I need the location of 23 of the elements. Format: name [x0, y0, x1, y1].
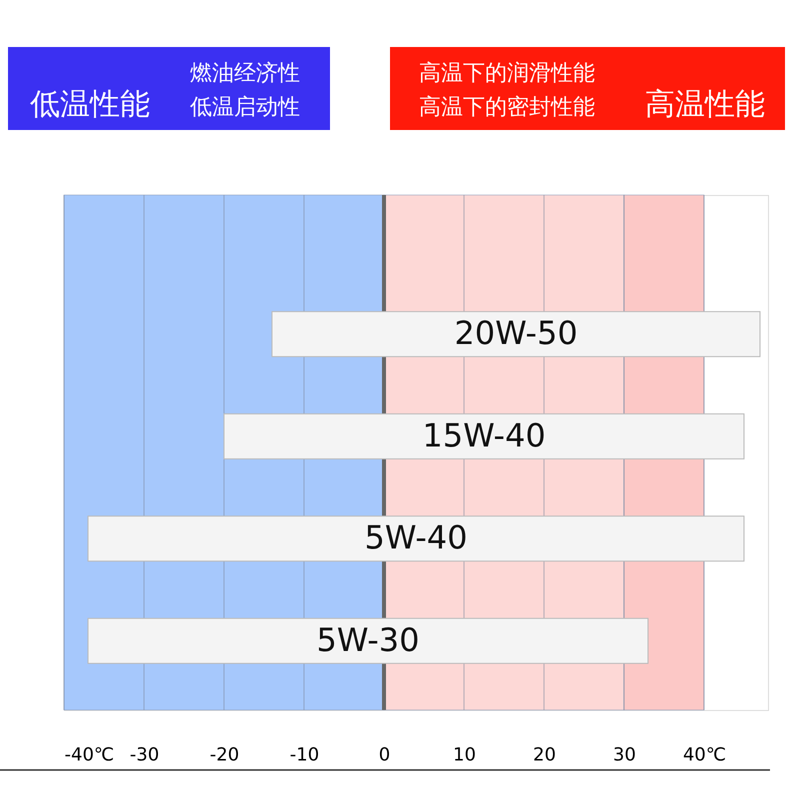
x-tick-label: -30: [130, 744, 160, 766]
text: 高温下的润滑性能: [419, 61, 595, 86]
x-tick-label: 40℃: [682, 744, 726, 766]
y-tick-label: 15W-40: [422, 416, 546, 454]
text: 高温性能: [645, 87, 765, 122]
bar: [88, 516, 744, 562]
y-tick-label: 5W-30: [316, 620, 420, 659]
bar: [88, 618, 648, 664]
y-tick-label: 20W-50: [454, 314, 578, 352]
x-tick-label: -10: [290, 744, 320, 766]
x-tick-label: 0: [378, 744, 390, 766]
bar: [224, 413, 744, 460]
text: 高温下的密封性能: [419, 95, 595, 120]
bar: [272, 311, 760, 358]
text: 燃油经济性: [190, 61, 300, 86]
text: 低温性能: [30, 87, 150, 122]
text: 低温启动性: [190, 95, 300, 120]
x-tick-label: -20: [210, 744, 240, 766]
x-tick-label: -40℃: [64, 744, 114, 766]
y-tick-label: 5W-40: [364, 518, 468, 557]
x-tick-label: 20: [533, 744, 556, 766]
x-tick-label: 30: [613, 744, 636, 766]
x-tick-label: 10: [453, 744, 476, 766]
